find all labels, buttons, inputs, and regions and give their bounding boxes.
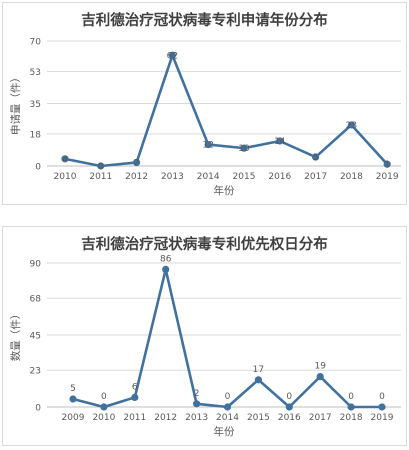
data-label: 86 (160, 254, 172, 264)
data-point (285, 403, 293, 411)
data-point (347, 403, 355, 411)
data-label: 6 (132, 382, 138, 392)
x-tick-label: 2016 (278, 413, 301, 423)
data-label: 17 (253, 365, 264, 375)
data-label: 0 (101, 392, 107, 402)
data-label: 19 (314, 362, 326, 372)
x-tick-label: 2018 (340, 413, 363, 423)
data-point (383, 160, 391, 168)
data-label: 23 (346, 121, 357, 131)
x-tick-label: 2012 (154, 413, 177, 423)
x-tick-label: 2011 (89, 172, 112, 182)
data-label: 2 (134, 158, 140, 168)
data-point (223, 403, 232, 411)
x-tick-label: 2015 (247, 413, 270, 423)
y-tick-label: 53 (30, 68, 41, 78)
data-label: 1 (384, 160, 390, 170)
x-tick-label: 2017 (309, 413, 332, 423)
data-point (69, 395, 77, 403)
y-tick-label: 35 (30, 100, 41, 110)
data-point (162, 265, 170, 273)
data-label: 10 (238, 144, 250, 154)
y-tick-label: 18 (30, 130, 42, 140)
data-label: 4 (62, 155, 68, 165)
y-axis-title: 申请量（件） (9, 72, 22, 135)
x-tick-label: 2012 (125, 172, 148, 182)
x-tick-label: 2009 (62, 413, 85, 423)
data-label: 0 (225, 392, 231, 402)
y-axis-title: 数量（件） (9, 309, 22, 362)
chart-panel-application-year: 吉利德治疗冠状病毒专利申请年份分布 0 18 35 53 70 2010 2011 2012 2… (2, 2, 407, 205)
data-label: 0 (348, 392, 354, 402)
data-label: 14 (274, 137, 286, 147)
data-point (168, 51, 176, 59)
x-tick-label: 2013 (161, 172, 184, 182)
y-tick-label: 0 (35, 163, 41, 173)
x-axis-title: 年份 (214, 425, 235, 438)
x-tick-label: 2014 (197, 172, 220, 182)
y-tick-label: 0 (35, 404, 41, 414)
data-label: 5 (313, 153, 319, 163)
data-point (204, 140, 212, 149)
data-point (100, 403, 108, 411)
y-tick-label: 23 (30, 367, 41, 377)
series-line (64, 53, 389, 168)
chart-title: 吉利德治疗冠状病毒专利优先权日分布 (81, 237, 328, 253)
data-label: 62 (167, 51, 178, 61)
data-point (254, 376, 262, 384)
y-tick-label: 70 (30, 38, 42, 48)
x-tick-label: 2010 (54, 172, 77, 182)
x-tick-label: 2019 (376, 172, 399, 182)
data-point (61, 155, 69, 163)
data-label: 0 (286, 392, 292, 402)
x-tick-label: 2017 (304, 172, 327, 182)
data-point (316, 373, 324, 381)
x-tick-label: 2016 (268, 172, 291, 182)
data-point (240, 144, 248, 152)
x-tick-label: 2015 (233, 172, 256, 182)
data-point (312, 153, 320, 161)
data-label: 2 (194, 389, 200, 399)
y-tick-label: 90 (30, 260, 42, 270)
data-label: 0 (98, 162, 104, 172)
x-axis-title: 年份 (214, 184, 235, 197)
data-point (347, 121, 355, 129)
data-point (97, 162, 105, 170)
x-tick-label: 2011 (123, 413, 146, 423)
data-point (131, 393, 139, 401)
data-label: 5 (70, 384, 76, 394)
series-line (72, 268, 382, 409)
x-tick-label: 2018 (340, 172, 363, 182)
data-point (276, 137, 284, 145)
data-point (193, 400, 201, 408)
chart-panel-priority-date: 吉利德治疗冠状病毒专利优先权日分布 0 23 45 68 90 2009 2010 2011 2… (2, 226, 407, 446)
x-tick-label: 2019 (371, 413, 394, 423)
x-tick-label: 2013 (185, 413, 208, 423)
data-label: 12 (202, 141, 213, 151)
chart-title: 吉利德治疗冠状病毒专利申请年份分布 (81, 13, 328, 29)
data-label: 0 (379, 392, 385, 402)
y-tick-label: 45 (30, 332, 41, 342)
y-tick-label: 68 (30, 295, 42, 305)
x-tick-label: 2010 (92, 413, 115, 423)
x-tick-label: 2014 (216, 413, 239, 423)
data-point (133, 158, 141, 167)
data-point (378, 403, 386, 411)
